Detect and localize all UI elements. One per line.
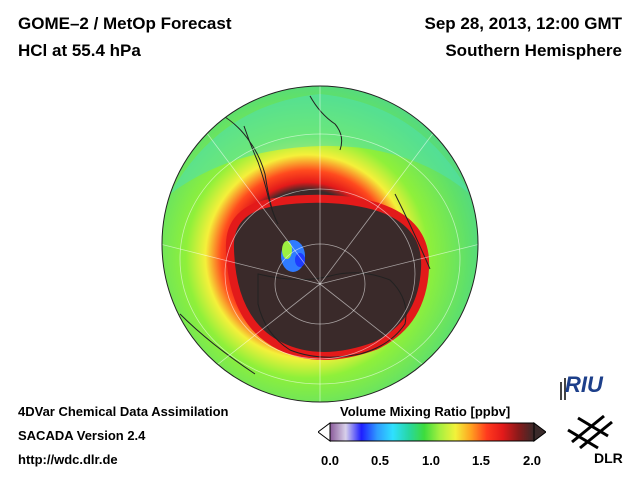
footer-method: 4DVar Chemical Data Assimilation	[18, 404, 229, 419]
footer-url: http://wdc.dlr.de	[18, 452, 118, 467]
hemisphere-label: Southern Hemisphere	[445, 41, 622, 60]
globe-map	[161, 85, 479, 403]
coastlines	[179, 95, 431, 375]
colorbar	[318, 422, 546, 442]
footer-version: SACADA Version 2.4	[18, 428, 146, 443]
map-subtitle: HCl at 55.4 hPa	[18, 41, 141, 60]
forecast-date: Sep 28, 2013, 12:00 GMT	[424, 14, 623, 33]
colorbar-gradient	[329, 422, 535, 442]
map-title: GOME–2 / MetOp Forecast	[18, 14, 232, 33]
colorbar-title: Volume Mixing Ratio [ppbv]	[340, 404, 511, 419]
colorbar-tick-label: 1.0	[421, 453, 441, 468]
colorbar-tick-label: 0.0	[320, 453, 340, 468]
dlr-logo-icon	[567, 414, 613, 450]
colorbar-tick-label: 2.0	[522, 453, 542, 468]
colorbar-tick-label: 1.5	[471, 453, 491, 468]
colorbar-max-arrow	[533, 422, 546, 442]
dlr-logo: DLR	[594, 450, 623, 466]
riu-tower-icon	[560, 378, 566, 400]
colorbar-tick-label: 0.5	[370, 453, 390, 468]
colorbar-min-arrow	[318, 422, 331, 442]
riu-logo: RIU	[565, 372, 603, 397]
